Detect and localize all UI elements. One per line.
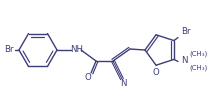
Text: N: N	[181, 56, 187, 65]
Text: (CH₃): (CH₃)	[189, 50, 207, 57]
Text: NH: NH	[70, 45, 83, 55]
Text: O: O	[85, 73, 91, 82]
Text: N: N	[120, 78, 126, 87]
Text: O: O	[153, 68, 159, 77]
Text: (CH₃): (CH₃)	[189, 64, 207, 71]
Text: Br: Br	[181, 27, 190, 36]
Text: Br: Br	[4, 45, 14, 55]
